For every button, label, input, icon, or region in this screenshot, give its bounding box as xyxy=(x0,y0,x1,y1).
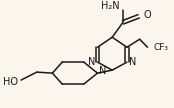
Text: N: N xyxy=(88,57,96,67)
Text: CF₃: CF₃ xyxy=(153,43,168,52)
Text: O: O xyxy=(144,10,151,20)
Text: N: N xyxy=(100,66,107,76)
Text: H₂N: H₂N xyxy=(101,1,120,11)
Text: HO: HO xyxy=(3,77,18,87)
Text: N: N xyxy=(129,57,136,67)
